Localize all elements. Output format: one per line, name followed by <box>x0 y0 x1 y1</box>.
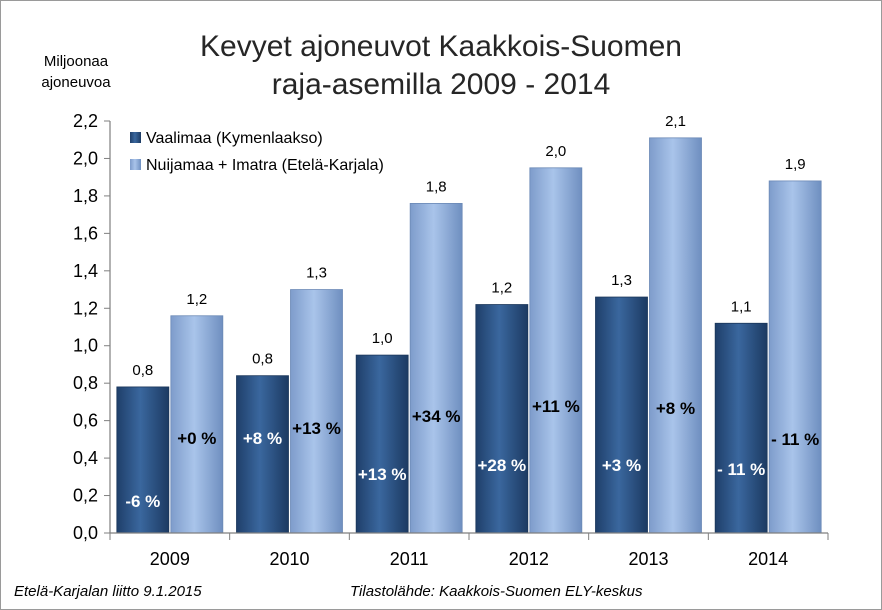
y-tick-label: 1,8 <box>73 186 98 206</box>
bars: 0,8 -6 % 1,2 +0 % 0,8 +8 % 1,3 +13 % 1,0 +13 % 1,8… <box>116 113 822 534</box>
data-label-change: +13 % <box>292 419 341 438</box>
y-tick-label: 2,2 <box>73 111 98 131</box>
y-tick-label: 1,4 <box>73 261 98 281</box>
data-label-change: - 11 % <box>717 460 765 479</box>
data-label-value: 1,8 <box>426 178 447 195</box>
legend-label-nuijamaa-imatra: Nuijamaa + Imatra (Etelä-Karjala) <box>146 157 384 174</box>
data-label-change: +8 % <box>243 429 282 448</box>
y-tick-label: 0,0 <box>73 523 98 543</box>
y-tick-label: 1,2 <box>73 298 98 318</box>
y-tick-label: 0,4 <box>73 448 98 468</box>
axes <box>109 121 828 534</box>
bar-nuijamaa-imatra-2009 <box>170 315 224 534</box>
data-label-change: +8 % <box>656 399 695 418</box>
y-axis-ticks: 0,0 0,2 0,4 0,6 0,8 1,0 1,2 1,4 1,6 1,8 2,0 2,2 <box>73 111 110 543</box>
data-label-change: +13 % <box>358 465 407 484</box>
x-tick-label: 2010 <box>269 549 309 569</box>
data-label-value: 2,1 <box>665 113 686 130</box>
data-label-change: -6 % <box>125 492 160 511</box>
data-label-change: +0 % <box>177 429 216 448</box>
data-label-value: 1,2 <box>186 291 207 308</box>
bar-vaalimaa-2009 <box>116 386 170 534</box>
x-tick-label: 2012 <box>509 549 549 569</box>
data-label-change: +34 % <box>412 407 461 426</box>
data-label-change: - 11 % <box>771 430 819 449</box>
y-tick-label: 0,6 <box>73 411 98 431</box>
x-tick-label: 2009 <box>150 549 190 569</box>
legend-swatch-vaalimaa <box>130 132 141 143</box>
data-label-value: 0,8 <box>132 362 153 379</box>
data-label-change: +11 % <box>532 397 580 416</box>
data-label-value: 1,3 <box>611 272 632 289</box>
x-axis-ticks: 2009 2010 2011 2012 2013 2014 <box>109 533 829 569</box>
legend-label-vaalimaa: Vaalimaa (Kymenlaakso) <box>146 130 323 147</box>
x-tick-label: 2011 <box>390 549 429 569</box>
data-label-value: 0,8 <box>252 351 273 368</box>
footer-right: Tilastolähde: Kaakkois-Suomen ELY-keskus <box>350 583 643 600</box>
data-label-change: +28 % <box>477 456 526 475</box>
bar-nuijamaa-imatra-2012 <box>529 167 583 534</box>
legend: Vaalimaa (Kymenlaakso) Nuijamaa + Imatra… <box>130 130 384 174</box>
bar-nuijamaa-imatra-2013 <box>649 137 702 534</box>
bar-nuijamaa-imatra-2011 <box>409 202 463 534</box>
footer-left: Etelä-Karjalan liitto 9.1.2015 <box>14 583 202 600</box>
data-label-value: 2,0 <box>545 143 566 160</box>
bar-nuijamaa-imatra-2010 <box>290 289 343 534</box>
bar-vaalimaa-2013 <box>595 296 648 534</box>
data-label-value: 1,2 <box>491 280 512 297</box>
data-label-value: 1,3 <box>306 265 327 282</box>
data-label-change: +3 % <box>602 456 641 475</box>
y-tick-label: 0,2 <box>73 486 98 506</box>
bar-nuijamaa-imatra-2014 <box>768 180 822 534</box>
bar-vaalimaa-2014 <box>714 322 768 534</box>
y-axis-label-line-2: ajoneuvoa <box>41 74 111 91</box>
x-tick-label: 2013 <box>628 549 668 569</box>
bar-vaalimaa-2012 <box>475 304 529 534</box>
y-tick-label: 1,0 <box>73 336 98 356</box>
data-label-value: 1,9 <box>785 156 806 173</box>
data-label-value: 1,1 <box>731 298 752 315</box>
chart-title-line-1: Kevyet ajoneuvot Kaakkois-Suomen <box>200 30 682 63</box>
bar-vaalimaa-2010 <box>236 375 289 534</box>
y-axis-label-line-1: Miljoonaa <box>44 53 109 70</box>
bar-vaalimaa-2011 <box>355 354 409 534</box>
data-label-value: 1,0 <box>372 330 393 347</box>
y-tick-label: 0,8 <box>73 373 98 393</box>
chart-title-line-2: raja-asemilla 2009 - 2014 <box>272 68 611 101</box>
x-tick-label: 2014 <box>748 549 788 569</box>
legend-swatch-nuijamaa-imatra <box>130 159 141 170</box>
y-tick-label: 2,0 <box>73 148 98 168</box>
y-tick-label: 1,6 <box>73 223 98 243</box>
